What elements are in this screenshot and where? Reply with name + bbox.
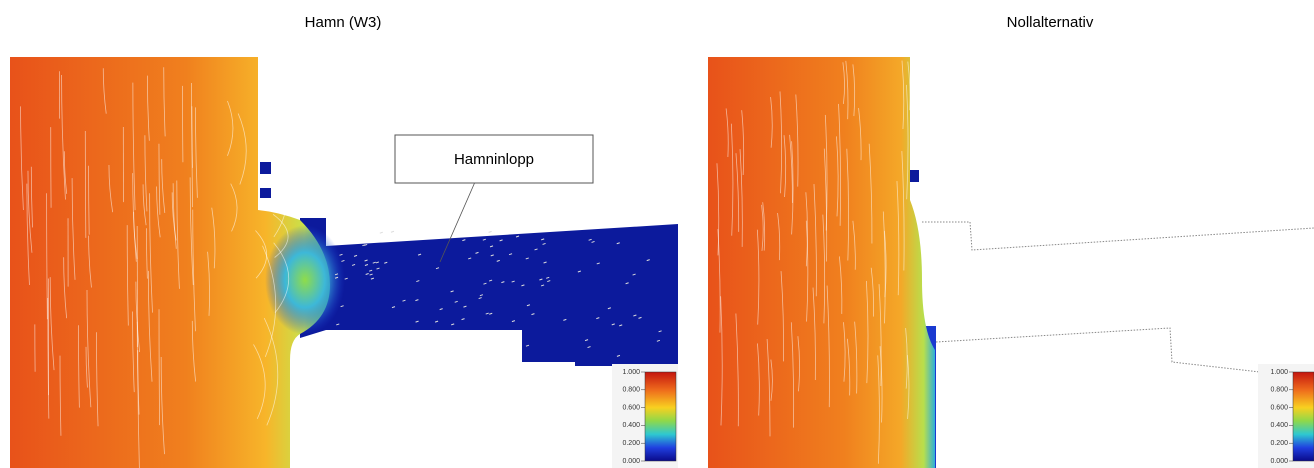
tick-label: 0.000	[1270, 458, 1288, 465]
tick-label: 0.800	[622, 387, 640, 394]
particle	[391, 231, 394, 232]
panel-title: Nollalternativ	[1007, 14, 1094, 31]
outline	[936, 328, 1260, 372]
tick-label: 1.000	[622, 369, 640, 376]
tick-label: 0.400	[1270, 422, 1288, 429]
panel-right: Nollalternativ 1.000 0.800 0.600 0.400 0.200…	[708, 14, 1314, 468]
tick-label: 0.600	[622, 404, 640, 411]
channel	[300, 218, 678, 366]
entrance-field	[265, 225, 345, 335]
tick-label: 0.200	[622, 440, 640, 447]
tick-label: 0.600	[1270, 404, 1288, 411]
figure: Hamn (W3) Hamninlopp 1.000 0.800 0.600 0.40…	[0, 0, 1314, 468]
tick-label: 1.000	[1270, 369, 1288, 376]
callout-text: Hamninlopp	[454, 151, 534, 168]
tick-label: 0.400	[622, 422, 640, 429]
tick-label: 0.200	[1270, 440, 1288, 447]
quay	[260, 188, 271, 198]
particle	[380, 232, 383, 233]
colorbar	[1293, 372, 1314, 461]
tick-label: 0.800	[1270, 387, 1288, 394]
colorbar	[645, 372, 676, 461]
panel-title: Hamn (W3)	[305, 14, 382, 31]
panel-left: Hamn (W3) Hamninlopp 1.000 0.800 0.600 0.40…	[10, 14, 678, 468]
particle	[489, 231, 492, 232]
outline	[922, 222, 1314, 250]
tick-label: 0.000	[622, 458, 640, 465]
quay	[260, 162, 271, 174]
